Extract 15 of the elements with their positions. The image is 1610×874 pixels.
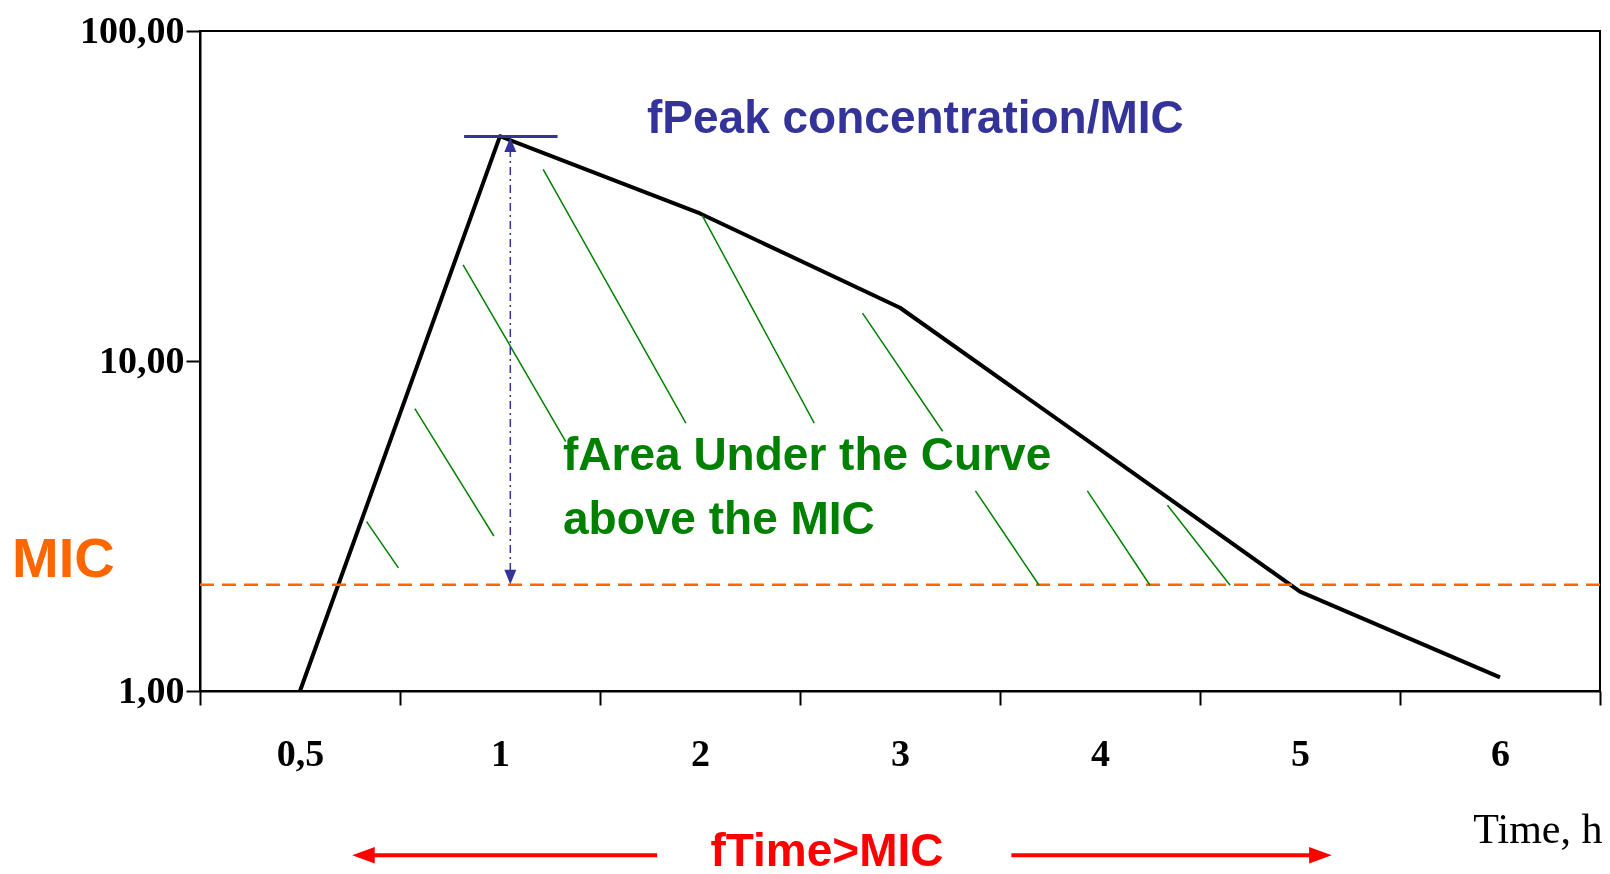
- y-tick-label: 100,00: [80, 8, 185, 51]
- x-axis-title: Time, h: [1473, 805, 1603, 852]
- annotation: fPeak concentration/MIC: [647, 91, 1184, 143]
- annotation: fArea Under the Curve above the MIC: [563, 428, 1052, 545]
- y-tick-label: 1,00: [118, 668, 185, 711]
- text: fTime>MIC: [710, 824, 944, 874]
- x-tick-label: 1: [491, 731, 510, 774]
- x-tick-label: 6: [1491, 731, 1510, 774]
- x-tick-label: 2: [691, 731, 710, 774]
- x-tick-label: 3: [891, 731, 910, 774]
- ref-line-label: MIC: [12, 525, 115, 589]
- y-tick-label: 10,00: [99, 338, 185, 381]
- x-tick-label: 0,5: [276, 731, 325, 774]
- x-tick-label: 5: [1291, 731, 1310, 774]
- x-tick-label: 4: [1091, 731, 1110, 774]
